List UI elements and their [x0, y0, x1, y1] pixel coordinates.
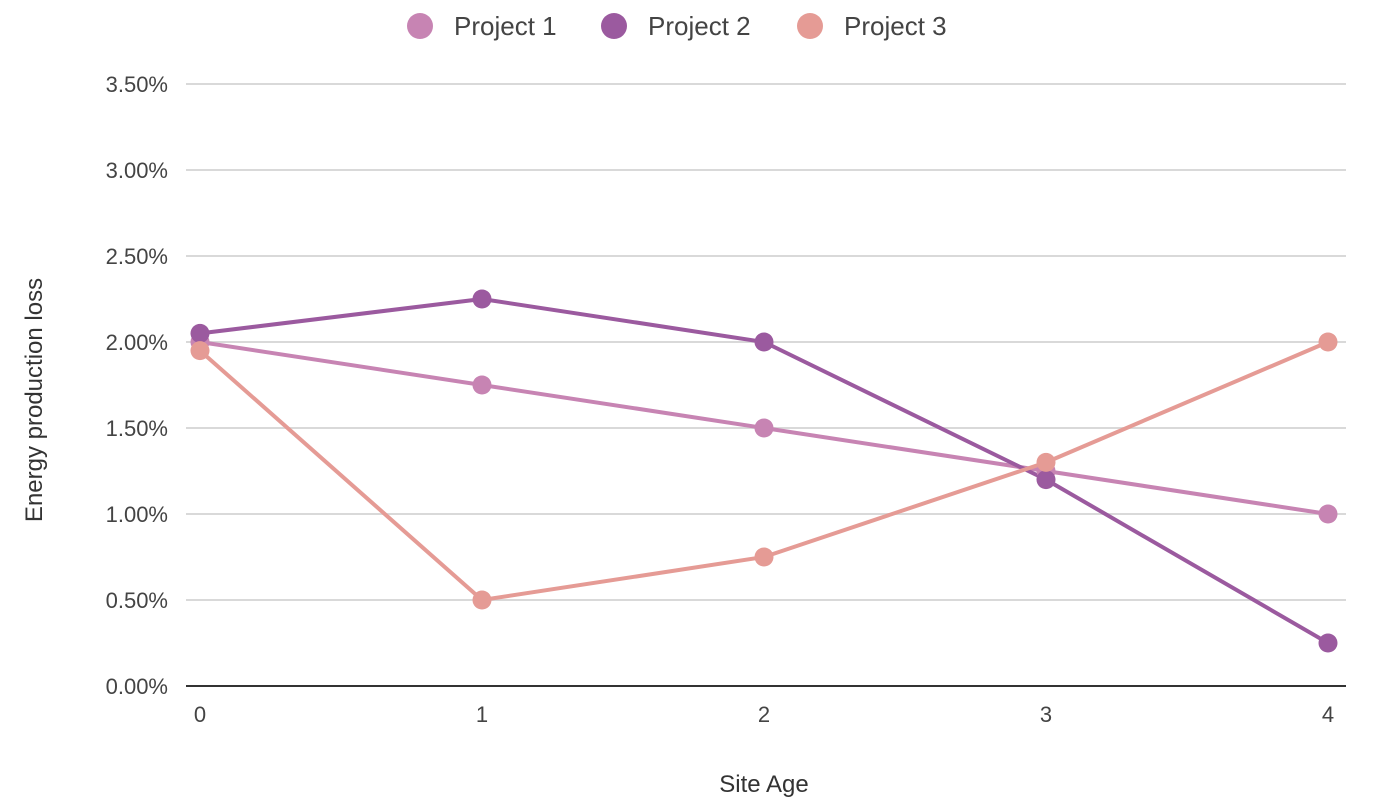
y-axis-tick-labels: 0.00% 0.50% 1.00% 1.50% 2.00% 2.50% 3.00% 3.50%	[106, 72, 168, 699]
y-tick-label: 1.50%	[106, 416, 168, 441]
y-tick-label: 2.00%	[106, 330, 168, 355]
legend-item-project-2: Project 2	[601, 11, 751, 41]
x-tick-label: 1	[476, 702, 488, 727]
legend-swatch	[797, 13, 823, 39]
y-tick-label: 3.00%	[106, 158, 168, 183]
legend-label: Project 1	[454, 11, 557, 41]
x-axis-title: Site Age	[719, 771, 808, 798]
y-tick-label: 0.00%	[106, 674, 168, 699]
y-axis-title: Energy production loss	[21, 278, 48, 522]
data-point-project-3	[1318, 332, 1338, 352]
data-point-project-2	[754, 332, 774, 352]
data-point-project-1	[1318, 504, 1338, 524]
x-axis-tick-labels: 0 1 2 3 4	[194, 702, 1334, 727]
data-point-project-3	[1036, 452, 1056, 472]
legend-label: Project 3	[844, 11, 947, 41]
legend-item-project-3: Project 3	[797, 11, 947, 41]
x-tick-label: 0	[194, 702, 206, 727]
legend-swatch	[407, 13, 433, 39]
data-point-project-2	[1318, 633, 1338, 653]
x-tick-label: 3	[1040, 702, 1052, 727]
legend-swatch	[601, 13, 627, 39]
legend-item-project-1: Project 1	[407, 11, 557, 41]
y-tick-label: 1.00%	[106, 502, 168, 527]
data-point-project-3	[190, 341, 210, 361]
data-point-project-2	[1036, 470, 1056, 490]
legend-label: Project 2	[648, 11, 751, 41]
series-points	[190, 289, 1338, 653]
data-point-project-2	[190, 323, 210, 343]
legend: Project 1 Project 2 Project 3	[407, 11, 947, 41]
x-tick-label: 2	[758, 702, 770, 727]
y-tick-label: 0.50%	[106, 588, 168, 613]
data-point-project-3	[472, 590, 492, 610]
data-point-project-2	[472, 289, 492, 309]
y-tick-label: 2.50%	[106, 244, 168, 269]
data-point-project-1	[754, 418, 774, 438]
y-tick-label: 3.50%	[106, 72, 168, 97]
data-point-project-1	[472, 375, 492, 395]
data-point-project-3	[754, 547, 774, 567]
x-tick-label: 4	[1322, 702, 1334, 727]
